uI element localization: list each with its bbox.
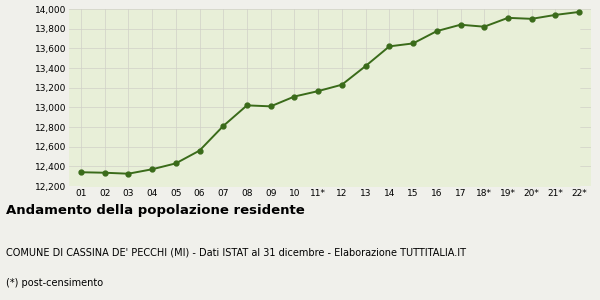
Text: COMUNE DI CASSINA DE' PECCHI (MI) - Dati ISTAT al 31 dicembre - Elaborazione TUT: COMUNE DI CASSINA DE' PECCHI (MI) - Dati… (6, 248, 466, 257)
Text: Andamento della popolazione residente: Andamento della popolazione residente (6, 204, 305, 217)
Text: (*) post-censimento: (*) post-censimento (6, 278, 103, 287)
